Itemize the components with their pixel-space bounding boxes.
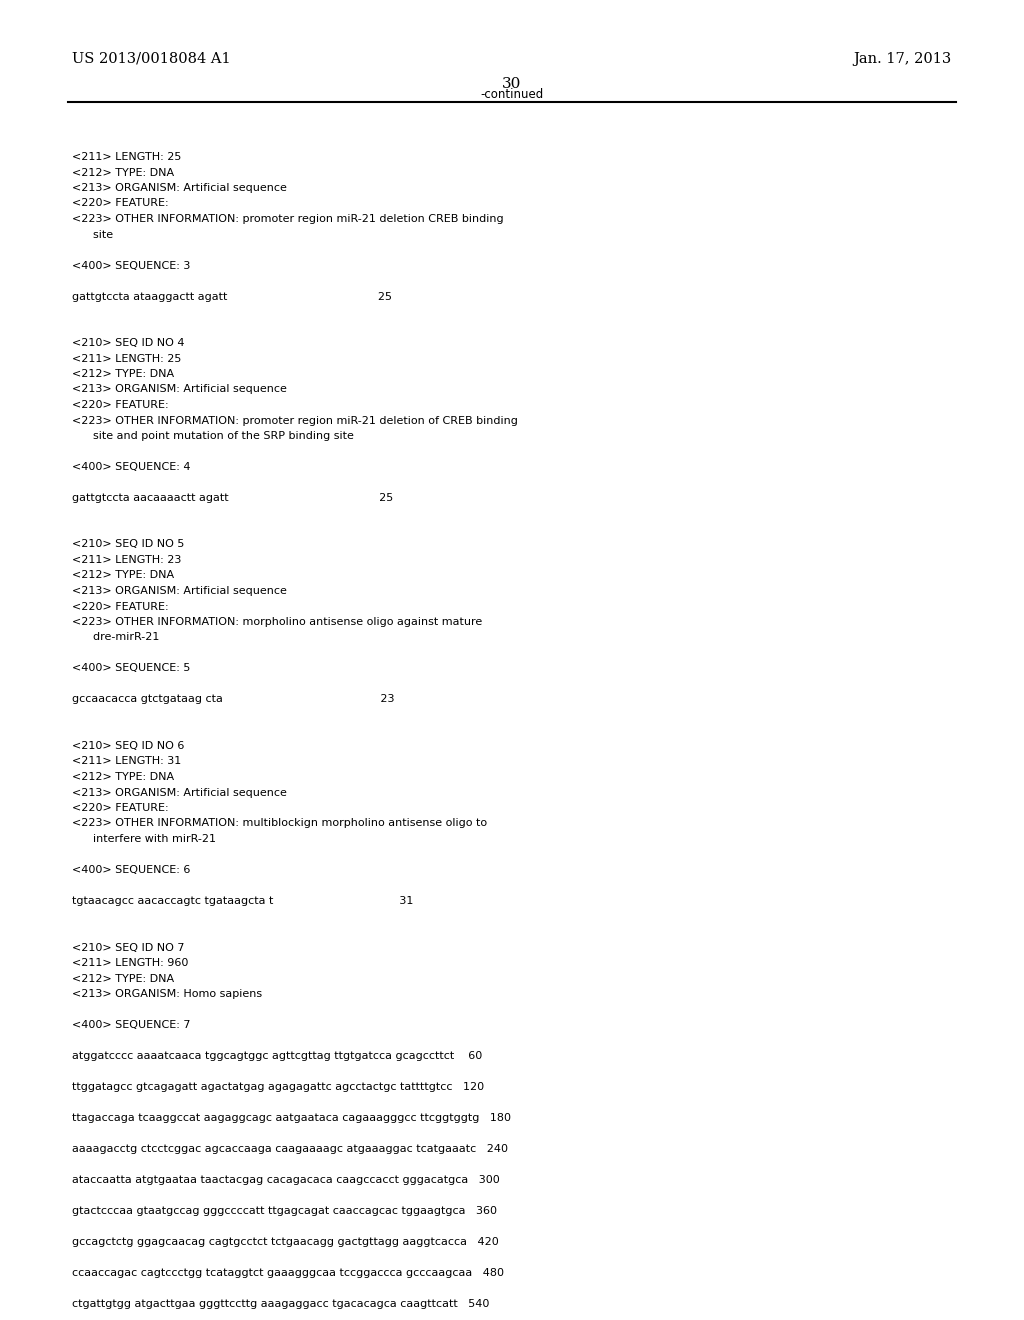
Text: <213> ORGANISM: Artificial sequence: <213> ORGANISM: Artificial sequence (72, 788, 287, 797)
Text: <211> LENGTH: 25: <211> LENGTH: 25 (72, 152, 181, 162)
Text: ttggatagcc gtcagagatt agactatgag agagagattc agcctactgc tattttgtcc   120: ttggatagcc gtcagagatt agactatgag agagaga… (72, 1082, 484, 1092)
Text: <213> ORGANISM: Artificial sequence: <213> ORGANISM: Artificial sequence (72, 384, 287, 395)
Text: <211> LENGTH: 23: <211> LENGTH: 23 (72, 554, 181, 565)
Text: dre-mirR-21: dre-mirR-21 (72, 632, 160, 643)
Text: <211> LENGTH: 960: <211> LENGTH: 960 (72, 958, 188, 968)
Text: atggatcccc aaaatcaaca tggcagtggc agttcgttag ttgtgatcca gcagccttct    60: atggatcccc aaaatcaaca tggcagtggc agttcgt… (72, 1051, 482, 1061)
Text: US 2013/0018084 A1: US 2013/0018084 A1 (72, 51, 230, 66)
Text: <212> TYPE: DNA: <212> TYPE: DNA (72, 772, 174, 781)
Text: <213> ORGANISM: Homo sapiens: <213> ORGANISM: Homo sapiens (72, 989, 262, 999)
Text: site: site (72, 230, 113, 239)
Text: <212> TYPE: DNA: <212> TYPE: DNA (72, 974, 174, 983)
Text: <211> LENGTH: 31: <211> LENGTH: 31 (72, 756, 181, 767)
Text: <223> OTHER INFORMATION: promoter region miR-21 deletion of CREB binding: <223> OTHER INFORMATION: promoter region… (72, 416, 518, 425)
Text: <213> ORGANISM: Artificial sequence: <213> ORGANISM: Artificial sequence (72, 586, 287, 597)
Text: <400> SEQUENCE: 7: <400> SEQUENCE: 7 (72, 1020, 190, 1030)
Text: <223> OTHER INFORMATION: promoter region miR-21 deletion CREB binding: <223> OTHER INFORMATION: promoter region… (72, 214, 504, 224)
Text: tgtaacagcc aacaccagtc tgataagcta t                                    31: tgtaacagcc aacaccagtc tgataagcta t 31 (72, 896, 414, 906)
Text: <223> OTHER INFORMATION: morpholino antisense oligo against mature: <223> OTHER INFORMATION: morpholino anti… (72, 616, 482, 627)
Text: gattgtccta aacaaaactt agatt                                           25: gattgtccta aacaaaactt agatt 25 (72, 492, 393, 503)
Text: <400> SEQUENCE: 3: <400> SEQUENCE: 3 (72, 260, 190, 271)
Text: Jan. 17, 2013: Jan. 17, 2013 (854, 51, 952, 66)
Text: <220> FEATURE:: <220> FEATURE: (72, 400, 169, 411)
Text: gccagctctg ggagcaacag cagtgcctct tctgaacagg gactgttagg aaggtcacca   420: gccagctctg ggagcaacag cagtgcctct tctgaac… (72, 1237, 499, 1247)
Text: aaaagacctg ctcctcggac agcaccaaga caagaaaagc atgaaaggac tcatgaaatc   240: aaaagacctg ctcctcggac agcaccaaga caagaaa… (72, 1144, 508, 1154)
Text: <212> TYPE: DNA: <212> TYPE: DNA (72, 570, 174, 581)
Text: <220> FEATURE:: <220> FEATURE: (72, 198, 169, 209)
Text: ctgattgtgg atgacttgaa gggttccttg aaagaggacc tgacacagca caagttcatt   540: ctgattgtgg atgacttgaa gggttccttg aaagagg… (72, 1299, 489, 1309)
Text: -continued: -continued (480, 88, 544, 102)
Text: <212> TYPE: DNA: <212> TYPE: DNA (72, 168, 174, 177)
Text: gattgtccta ataaggactt agatt                                           25: gattgtccta ataaggactt agatt 25 (72, 292, 392, 301)
Text: <223> OTHER INFORMATION: multiblockign morpholino antisense oligo to: <223> OTHER INFORMATION: multiblockign m… (72, 818, 487, 829)
Text: <211> LENGTH: 25: <211> LENGTH: 25 (72, 354, 181, 363)
Text: <210> SEQ ID NO 5: <210> SEQ ID NO 5 (72, 540, 184, 549)
Text: <210> SEQ ID NO 7: <210> SEQ ID NO 7 (72, 942, 184, 953)
Text: <400> SEQUENCE: 5: <400> SEQUENCE: 5 (72, 664, 190, 673)
Text: <400> SEQUENCE: 6: <400> SEQUENCE: 6 (72, 865, 190, 875)
Text: 30: 30 (503, 77, 521, 91)
Text: <212> TYPE: DNA: <212> TYPE: DNA (72, 370, 174, 379)
Text: gccaacacca gtctgataag cta                                             23: gccaacacca gtctgataag cta 23 (72, 694, 394, 705)
Text: <213> ORGANISM: Artificial sequence: <213> ORGANISM: Artificial sequence (72, 183, 287, 193)
Text: ataccaatta atgtgaataa taactacgag cacagacaca caagccacct gggacatgca   300: ataccaatta atgtgaataa taactacgag cacagac… (72, 1175, 500, 1185)
Text: ccaaccagac cagtccctgg tcataggtct gaaagggcaa tccggaccca gcccaagcaa   480: ccaaccagac cagtccctgg tcataggtct gaaaggg… (72, 1269, 504, 1278)
Text: ttagaccaga tcaaggccat aagaggcagc aatgaataca cagaaagggcc ttcggtggtg   180: ttagaccaga tcaaggccat aagaggcagc aatgaat… (72, 1113, 511, 1123)
Text: interfere with mirR-21: interfere with mirR-21 (72, 834, 216, 843)
Text: <210> SEQ ID NO 6: <210> SEQ ID NO 6 (72, 741, 184, 751)
Text: gtactcccaa gtaatgccag gggccccatt ttgagcagat caaccagcac tggaagtgca   360: gtactcccaa gtaatgccag gggccccatt ttgagca… (72, 1206, 497, 1216)
Text: <400> SEQUENCE: 4: <400> SEQUENCE: 4 (72, 462, 190, 473)
Text: <220> FEATURE:: <220> FEATURE: (72, 602, 169, 611)
Text: <220> FEATURE:: <220> FEATURE: (72, 803, 169, 813)
Text: site and point mutation of the SRP binding site: site and point mutation of the SRP bindi… (72, 432, 354, 441)
Text: <210> SEQ ID NO 4: <210> SEQ ID NO 4 (72, 338, 184, 348)
